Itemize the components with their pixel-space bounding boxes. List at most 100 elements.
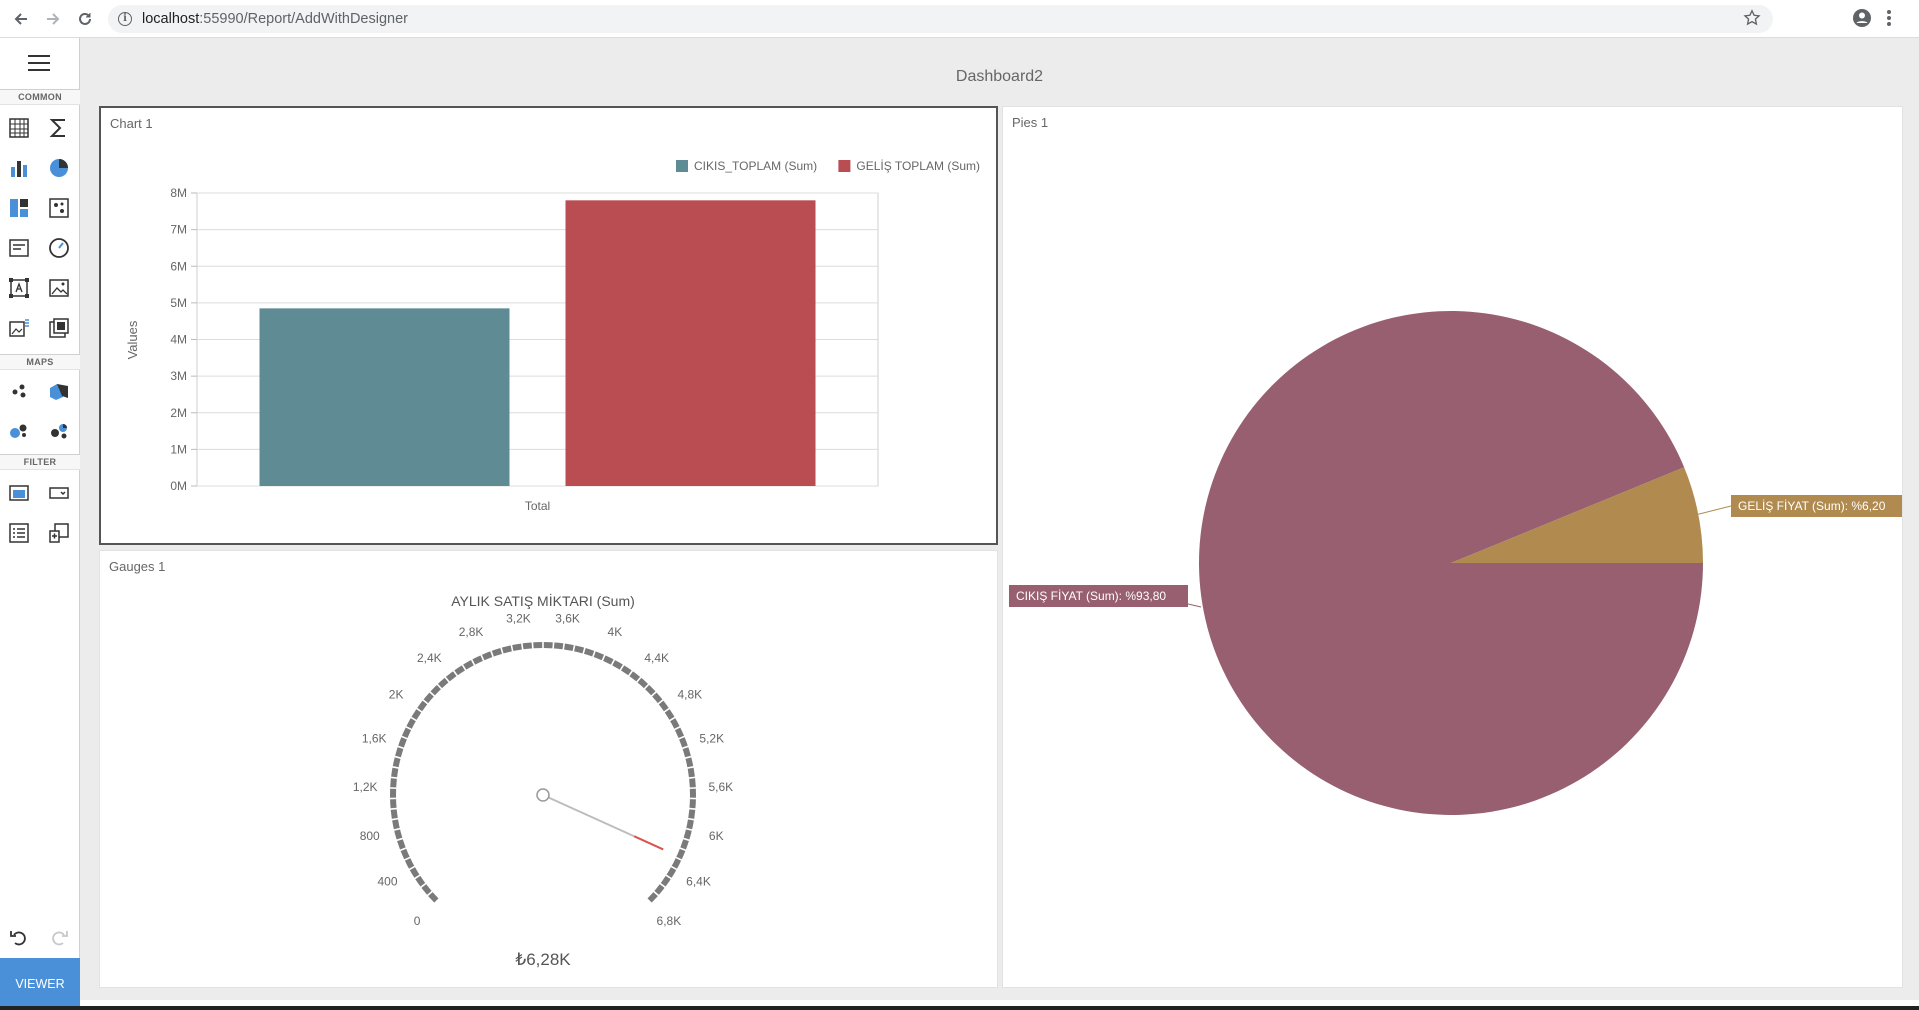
gauge-tick-gap [393,755,402,760]
url-path: :55990/Report/AddWithDesigner [199,11,408,27]
gauge-tick-gap [682,837,691,842]
gauge-tick-gap [421,698,430,705]
sum-card-icon[interactable] [46,115,72,141]
site-info-icon[interactable]: i [118,12,132,26]
gauge-title: AYLIK SATIŞ MİKTARI (Sum) [451,592,635,609]
gauge-tick-gap [610,658,616,667]
hamburger-menu-icon[interactable] [28,55,50,73]
gauge-tick-gap [395,837,404,842]
combo-box-icon[interactable] [46,480,72,506]
legend-swatch [676,160,688,172]
list-box-icon[interactable] [6,520,32,546]
forward-icon[interactable] [40,6,66,32]
pie-chart-icon[interactable] [46,155,72,181]
undo-icon[interactable] [6,924,32,950]
gauge-tick-gap [400,735,409,740]
gauge-tick-gap [652,890,660,897]
section-maps: MAPS [0,354,80,370]
gauge-tick-gap [470,658,476,667]
gauge-tick-gap [670,865,678,871]
gauge-tick-gap [681,745,690,750]
gauge-tick-gap [389,776,399,779]
pie-label: GELİŞ FİYAT (Sum): %6,20 [1738,499,1886,513]
gauge-tick-gap [684,755,693,760]
gauge-tick-label: 5,2K [699,731,724,745]
gauge-tick-gap [531,641,534,650]
gauge-tick-gap [419,882,427,889]
gauge-tick-gap [677,735,686,740]
pie-card[interactable]: Pies 1 GELİŞ FİYAT (Sum): %6,20 CIKIŞ FİY… [1002,106,1903,988]
section-filter: FILTER [0,454,80,470]
account-icon[interactable] [1851,7,1873,34]
gauge-tick-gap [403,856,412,862]
gauge-tick-label: 400 [377,875,397,889]
redo-icon[interactable] [46,924,72,950]
pie-map-icon[interactable] [46,418,72,444]
address-bar[interactable]: i localhost:55990/Report/AddWithDesigner [108,5,1773,33]
geo-point-map-icon[interactable] [6,378,32,404]
gauge-tick-gap [452,669,459,677]
chart-card[interactable]: Chart 1 0M 1M 2M 3M 4M 5M 6M 7M 8M Values Total CIK… [99,106,998,545]
bookmark-star-icon[interactable] [1743,9,1761,32]
choropleth-map-icon[interactable] [46,378,72,404]
url-host: localhost [142,11,200,27]
gauge-tick-gap [687,776,697,779]
gauge-chart: AYLIK SATIŞ MİKTARI (Sum) 0 400 800 1,2K 1,6K… [353,592,733,969]
gauge-tick-gap [433,897,441,905]
gauge-needle [542,794,635,838]
toolbox-panel: COMMON MAPS FILT [0,38,80,1010]
gauge-tick-gap [480,653,485,662]
pie-leader-line [1698,505,1732,515]
gauge-tick-gap [500,646,504,655]
dashboard-surface: Dashboard2 Chart 1 0M 1M 2M 3M 4M 5M 6M 7M 8M Val… [80,38,1919,1000]
gauge-tick-gap [390,817,400,821]
gauge-tick-gap [461,663,467,672]
gauge-tick-gap [662,707,671,714]
gauge-tick-label: 2,4K [417,651,442,665]
grid-item-icon[interactable] [6,115,32,141]
gauge-tick-gap [686,817,696,821]
gauge-tick-gap [396,745,405,750]
gauge-scale-arc [390,642,696,904]
gauge-tick-gap [650,690,658,698]
gauge-tick-label: 2K [389,687,404,701]
text-box-icon[interactable] [6,235,32,261]
back-icon[interactable] [8,6,34,32]
gauge-tick-label: 800 [360,829,380,843]
gauge-icon[interactable] [46,235,72,261]
bar-chart-icon[interactable] [6,155,32,181]
image-list-icon[interactable] [6,315,32,341]
gauge-tick-label: 5,6K [708,780,733,794]
pie-card-title: Pies 1 [1012,115,1049,130]
group-icon[interactable] [46,315,72,341]
gauge-tick-gap [399,846,408,852]
pie-chart: GELİŞ FİYAT (Sum): %6,20 CIKIŞ FİYAT (Sum… [1009,311,1902,816]
viewer-button[interactable]: VIEWER [0,958,80,1010]
gauge-tick-gap [415,707,424,714]
treemap-icon[interactable] [6,195,32,221]
legend-label: CIKIS_TOPLAM (Sum) [694,159,817,173]
bubble-map-icon[interactable] [6,418,32,444]
gauge-tick-label: 6,4K [686,875,711,889]
gauge-tick-gap [520,642,524,651]
gauge-tick-gap [619,663,625,672]
image-icon[interactable] [46,275,72,301]
gauge-tick-label: 3,2K [506,612,531,626]
tree-view-icon[interactable] [46,520,72,546]
text-frame-icon[interactable] [6,275,32,301]
bar-chart: 0M 1M 2M 3M 4M 5M 6M 7M 8M Values Total CIKIS_TOPLA… [125,159,980,513]
gauge-tick-label: 6K [709,829,724,843]
browser-menu-icon[interactable] [1886,7,1892,34]
gauge-tick-gap [404,725,413,731]
gauge-tick-gap [673,725,682,731]
reload-icon[interactable] [72,6,98,32]
gauge-tick-gap [686,765,695,769]
gauge-tick-gap [664,874,673,880]
range-filter-icon[interactable] [6,480,32,506]
gauge-tick-gap [436,683,443,690]
gauge-tick-gap [684,827,694,832]
scatter-card-icon[interactable] [46,195,72,221]
gauge-tick-gap [409,716,418,722]
gauge-tick-gap [562,642,566,651]
gauge-card[interactable]: Gauges 1 AYLIK SATIŞ MİKTARI (Sum) 0 400 80… [99,550,998,988]
